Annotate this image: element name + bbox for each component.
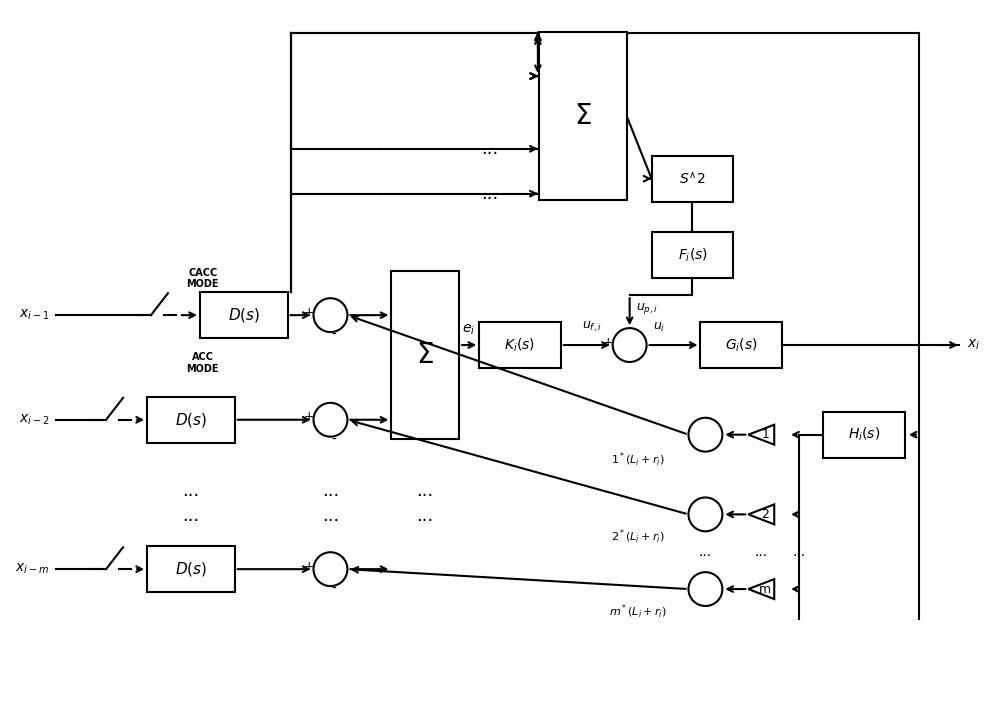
Bar: [539, 32, 627, 200]
Text: $F_i(s)$: $F_i(s)$: [678, 246, 707, 264]
Bar: [700, 322, 782, 368]
Text: $\Sigma$: $\Sigma$: [574, 102, 592, 130]
Text: ...: ...: [755, 545, 768, 559]
Circle shape: [688, 572, 722, 606]
Text: $u_{f,i}$: $u_{f,i}$: [582, 320, 602, 334]
Bar: [479, 322, 561, 368]
Text: 1: 1: [761, 428, 769, 441]
Circle shape: [314, 298, 347, 332]
Text: 2: 2: [761, 508, 769, 521]
Text: ...: ...: [182, 508, 199, 525]
Text: ...: ...: [182, 483, 199, 501]
Text: $D(s)$: $D(s)$: [175, 411, 207, 429]
Text: +: +: [602, 336, 613, 349]
Text: $x_i$: $x_i$: [967, 338, 980, 352]
Polygon shape: [748, 425, 774, 444]
Circle shape: [314, 403, 347, 437]
Text: CACC
MODE: CACC MODE: [187, 268, 219, 289]
Text: $K_i(s)$: $K_i(s)$: [504, 337, 535, 354]
Bar: [391, 271, 459, 439]
Text: $x_{i-1}$: $x_{i-1}$: [19, 308, 49, 322]
Bar: [200, 293, 288, 338]
Bar: [652, 155, 733, 202]
Bar: [147, 546, 235, 592]
Text: $u_i$: $u_i$: [653, 320, 666, 334]
Text: -: -: [331, 432, 336, 447]
Text: ...: ...: [322, 508, 339, 525]
Text: $H_i(s)$: $H_i(s)$: [848, 426, 880, 443]
Text: +: +: [303, 559, 314, 573]
Text: ...: ...: [793, 545, 806, 559]
Bar: [147, 397, 235, 442]
Text: $G_i(s)$: $G_i(s)$: [725, 337, 758, 354]
Text: $\Sigma$: $\Sigma$: [416, 341, 434, 369]
Circle shape: [613, 328, 647, 362]
Text: $e_i$: $e_i$: [462, 323, 476, 337]
Text: m: m: [759, 583, 771, 596]
Text: ...: ...: [322, 483, 339, 501]
Text: $x_{i-2}$: $x_{i-2}$: [19, 413, 49, 427]
Circle shape: [688, 498, 722, 531]
Text: ACC
MODE: ACC MODE: [187, 352, 219, 373]
Text: ...: ...: [481, 140, 499, 158]
Text: $u_{p,i}$: $u_{p,i}$: [636, 300, 659, 316]
Text: $x_{i-m}$: $x_{i-m}$: [15, 562, 49, 577]
Circle shape: [688, 417, 722, 452]
Text: ...: ...: [699, 545, 712, 559]
Text: $D(s)$: $D(s)$: [228, 306, 260, 324]
Text: +: +: [303, 306, 314, 319]
Text: $2^*(L_i+r_i)$: $2^*(L_i+r_i)$: [611, 528, 664, 547]
Text: -: -: [331, 328, 336, 342]
Bar: [652, 232, 733, 278]
Text: $S^{\wedge}2$: $S^{\wedge}2$: [679, 170, 706, 187]
Text: $D(s)$: $D(s)$: [175, 560, 207, 578]
Bar: [823, 412, 905, 458]
Text: +: +: [303, 410, 314, 423]
Text: $m^*(L_i+r_i)$: $m^*(L_i+r_i)$: [609, 603, 666, 621]
Circle shape: [314, 552, 347, 586]
Text: $1^*(L_i+r_i)$: $1^*(L_i+r_i)$: [611, 450, 664, 469]
Text: ...: ...: [417, 483, 434, 501]
Polygon shape: [748, 579, 774, 599]
Text: ...: ...: [417, 508, 434, 525]
Polygon shape: [748, 504, 774, 524]
Text: ...: ...: [481, 185, 499, 202]
Text: -: -: [331, 582, 336, 596]
